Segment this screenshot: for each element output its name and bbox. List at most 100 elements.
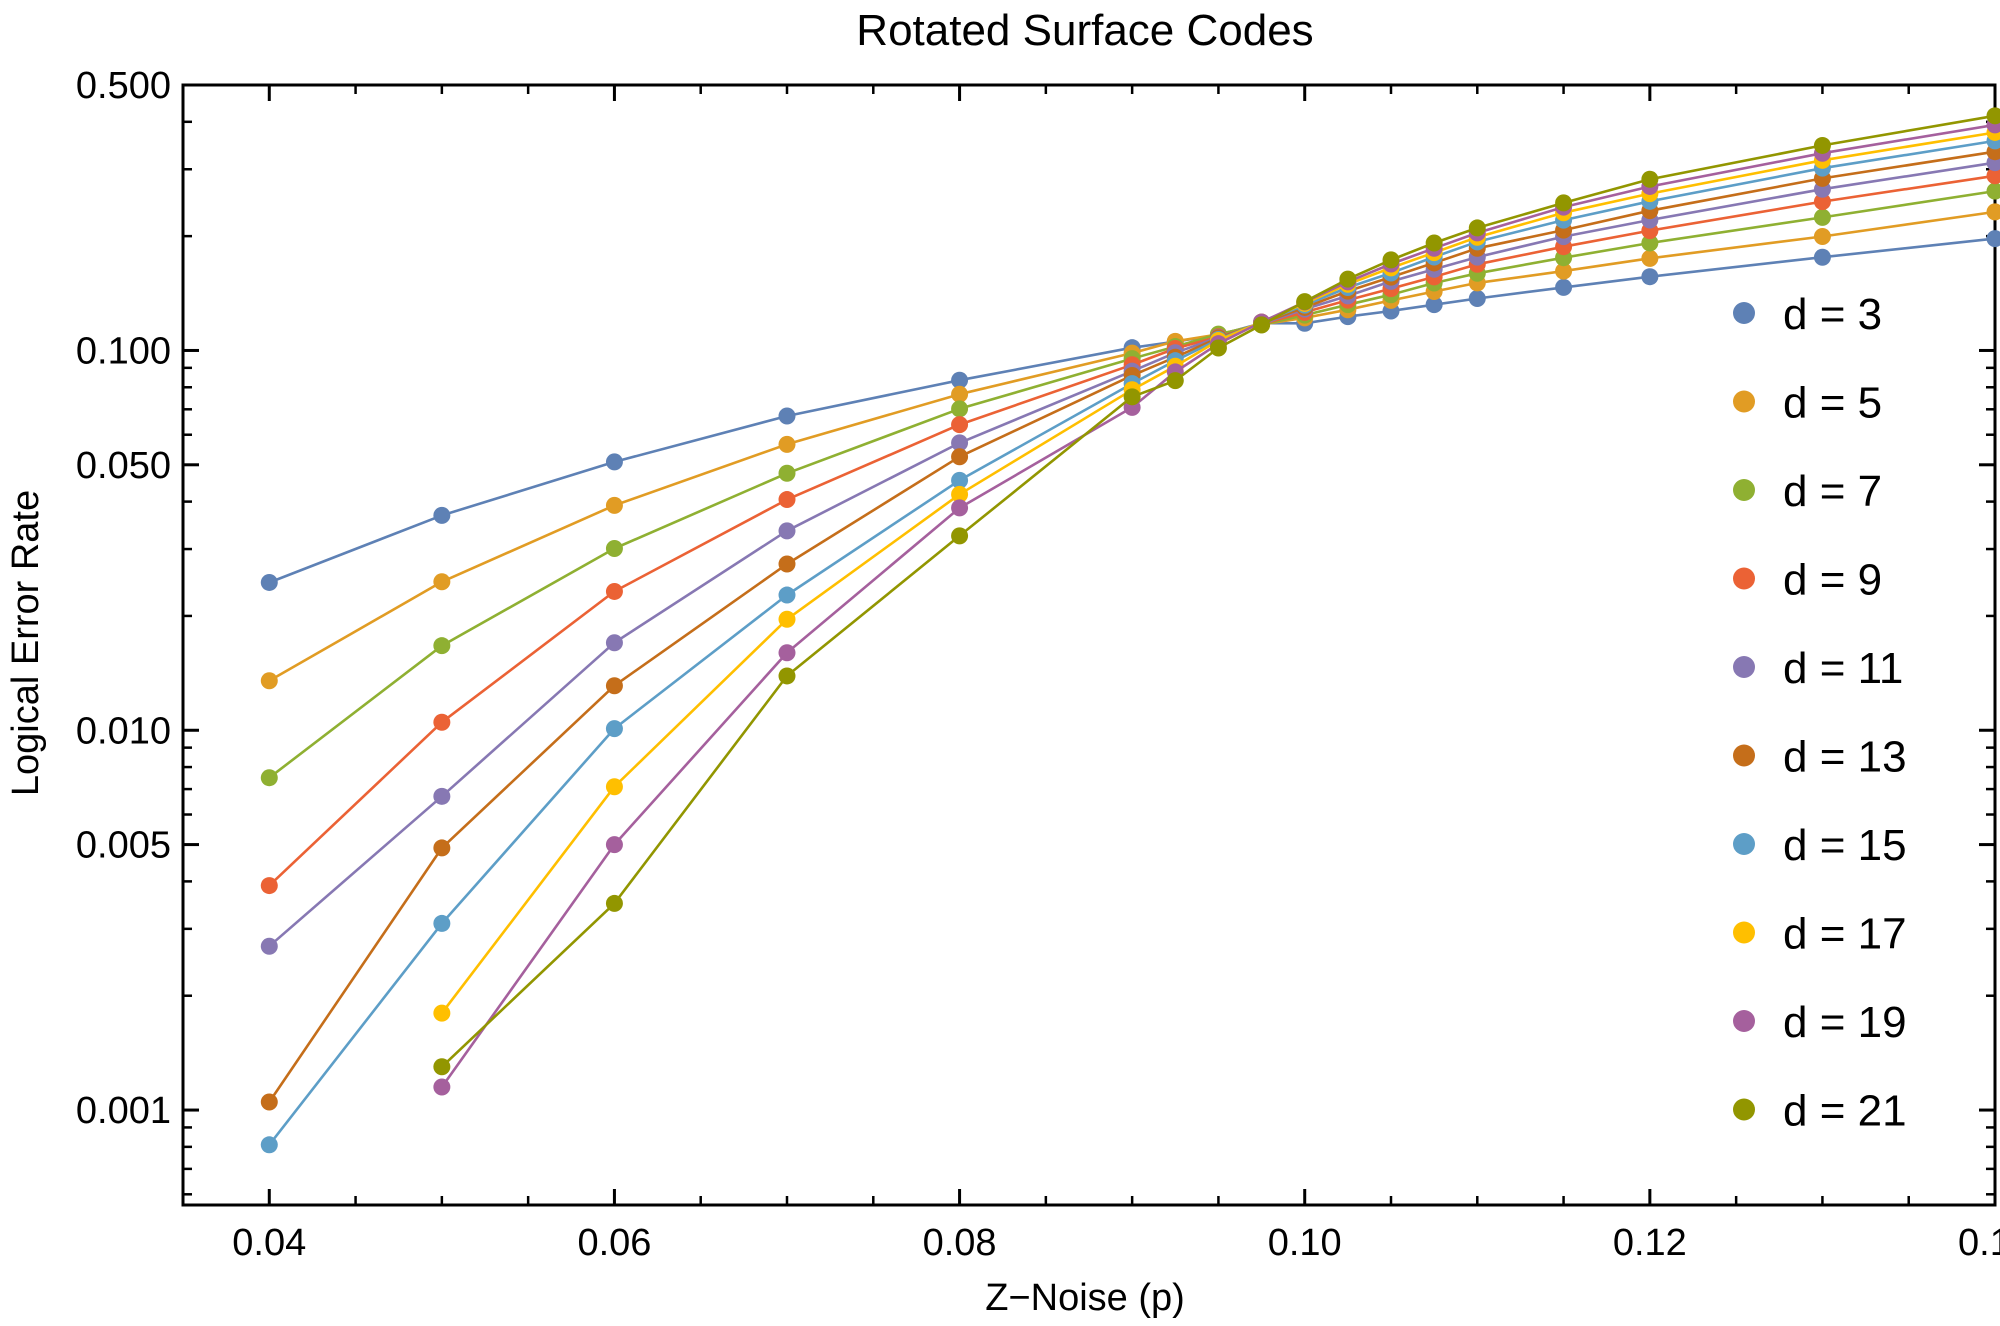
data-point xyxy=(1339,270,1357,288)
data-point xyxy=(260,877,278,895)
x-tick-label: 0.08 xyxy=(923,1222,997,1264)
data-point xyxy=(1813,227,1831,245)
data-point xyxy=(605,720,623,738)
y-tick-label: 0.050 xyxy=(76,445,171,487)
data-point xyxy=(951,499,969,517)
data-point xyxy=(605,836,623,854)
legend-marker xyxy=(1733,390,1755,413)
series-line xyxy=(268,189,1996,779)
series-line xyxy=(268,174,1996,887)
legend-item: d = 15 xyxy=(1733,821,1907,870)
legend-item: d = 5 xyxy=(1733,379,1882,428)
data-point xyxy=(951,371,969,389)
data-point xyxy=(605,453,623,471)
data-point xyxy=(260,1093,278,1111)
data-point xyxy=(1986,230,2000,248)
legend-marker xyxy=(1733,1098,1755,1121)
data-point xyxy=(605,894,623,912)
legend-label: d = 17 xyxy=(1783,910,1907,959)
data-point xyxy=(1468,219,1486,237)
data-point xyxy=(605,496,623,514)
legend-marker xyxy=(1733,921,1755,944)
series-line xyxy=(268,237,1996,584)
series-d-17 xyxy=(433,123,2000,1022)
legend-label: d = 21 xyxy=(1783,1087,1907,1136)
data-point xyxy=(1166,372,1184,390)
data-point xyxy=(605,540,623,558)
data-point xyxy=(1641,268,1659,286)
data-point xyxy=(1468,290,1486,308)
data-point xyxy=(951,485,969,503)
legend-label: d = 7 xyxy=(1783,467,1882,516)
y-tick-label: 0.005 xyxy=(76,825,171,867)
legend-label: d = 11 xyxy=(1783,644,1903,693)
series-d-21 xyxy=(433,107,2000,1076)
data-point xyxy=(951,400,969,418)
y-axis-label: Logical Error Rate xyxy=(5,490,47,796)
data-point xyxy=(778,610,796,628)
series-line xyxy=(268,150,1996,1103)
data-point xyxy=(778,667,796,685)
data-point xyxy=(951,416,969,434)
data-point xyxy=(1813,208,1831,226)
data-point xyxy=(1123,388,1141,406)
legend-marker xyxy=(1733,1010,1755,1032)
data-point xyxy=(951,471,969,489)
legend-marker xyxy=(1733,833,1755,855)
data-point xyxy=(433,506,451,524)
series-line xyxy=(268,210,1996,682)
data-point xyxy=(1382,251,1400,269)
legend-item: d = 17 xyxy=(1733,910,1907,959)
data-point xyxy=(260,1136,278,1154)
data-point xyxy=(433,839,451,857)
data-point xyxy=(778,491,796,509)
legend-marker xyxy=(1733,302,1755,324)
data-point xyxy=(951,527,969,545)
data-point xyxy=(778,435,796,453)
data-point xyxy=(260,672,278,690)
legend-item: d = 21 xyxy=(1733,1087,1907,1136)
data-point xyxy=(433,713,451,731)
data-point xyxy=(1986,203,2000,221)
data-point xyxy=(951,385,969,403)
y-tick-label: 0.001 xyxy=(76,1090,171,1132)
plot-frame xyxy=(181,83,1997,1207)
data-point xyxy=(1555,278,1573,296)
series-line xyxy=(440,123,1996,1088)
data-point xyxy=(1986,182,2000,200)
data-point xyxy=(605,778,623,796)
data-point xyxy=(1209,339,1227,357)
series-line xyxy=(268,139,1996,1146)
legend-item: d = 11 xyxy=(1733,644,1903,693)
legend-item: d = 13 xyxy=(1733,733,1907,782)
legend-marker xyxy=(1733,479,1755,501)
series-d-15 xyxy=(260,132,2000,1154)
legend: d = 3 d = 5 d = 7 d = 9 d = 11 d = 13 d = 15 d … xyxy=(1733,290,1907,1136)
data-point xyxy=(1813,248,1831,266)
data-point xyxy=(951,448,969,466)
series-line xyxy=(268,161,1996,948)
legend-label: d = 9 xyxy=(1783,556,1882,605)
data-point xyxy=(260,937,278,955)
x-axis-label: Z−Noise (p) xyxy=(985,1277,1185,1319)
data-point xyxy=(778,407,796,425)
y-tick-label: 0.500 xyxy=(76,65,171,107)
data-point xyxy=(1296,293,1314,311)
legend-label: d = 15 xyxy=(1783,821,1907,870)
data-point xyxy=(778,555,796,573)
legend-item: d = 3 xyxy=(1733,290,1882,339)
data-point xyxy=(1641,170,1659,188)
x-tick-label: 0.12 xyxy=(1613,1222,1687,1264)
data-point xyxy=(433,1078,451,1096)
y-tick-label: 0.100 xyxy=(76,330,171,372)
x-tick-label: 0.14 xyxy=(1958,1222,2000,1264)
data-point xyxy=(433,637,451,655)
series-line xyxy=(441,114,1996,1068)
data-point xyxy=(1813,193,1831,211)
data-point xyxy=(433,787,451,805)
legend-label: d = 5 xyxy=(1783,379,1882,428)
x-tick-label: 0.06 xyxy=(577,1222,651,1264)
data-point xyxy=(605,582,623,600)
